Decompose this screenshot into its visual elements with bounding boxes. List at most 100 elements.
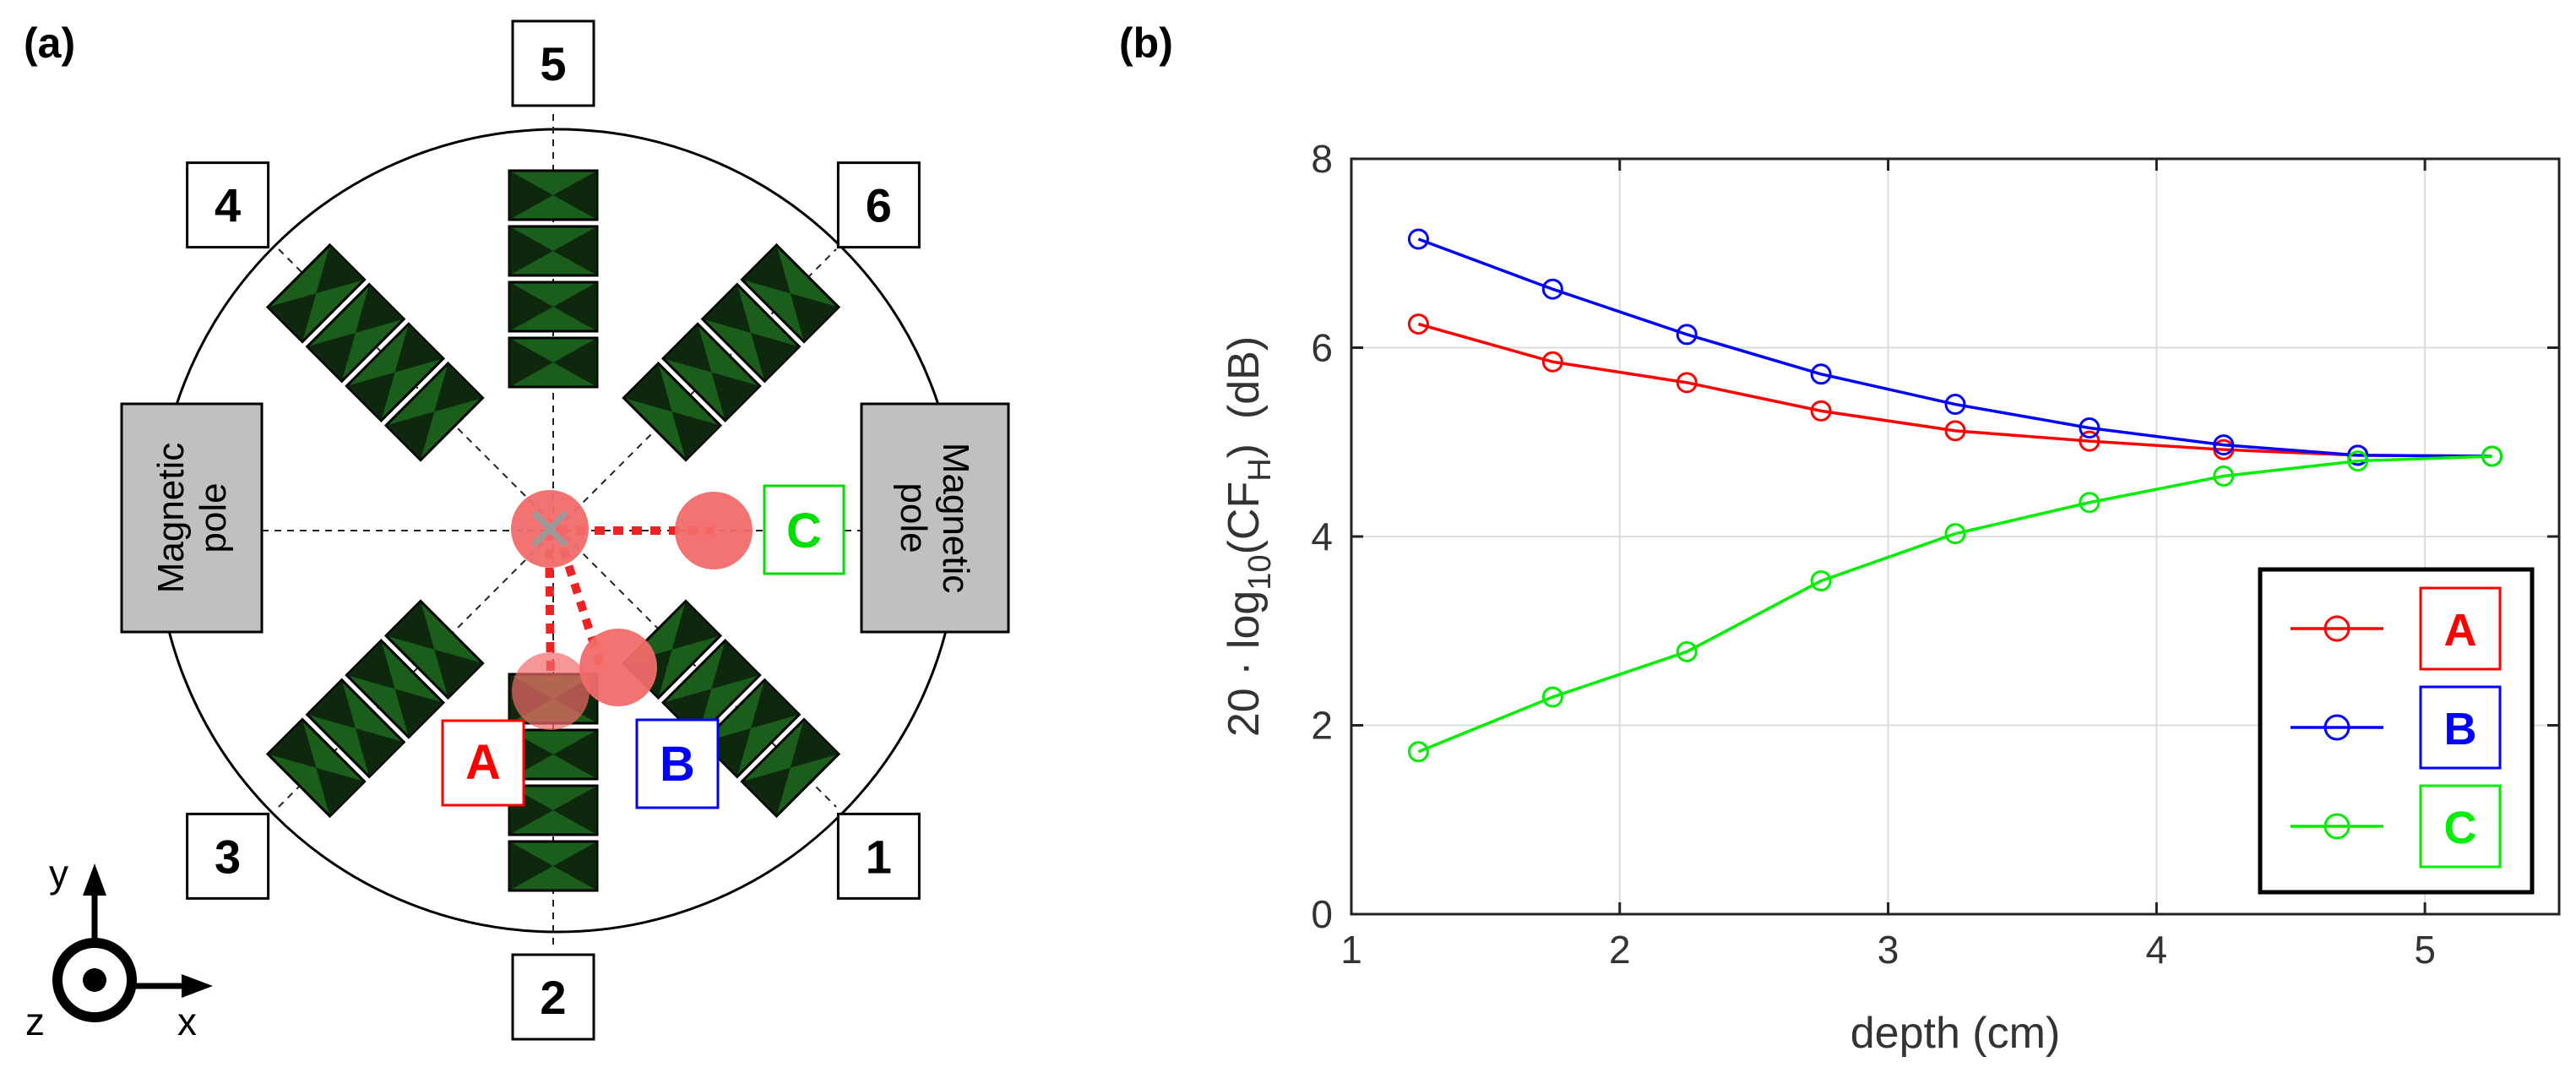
data-point-A <box>1541 351 1563 373</box>
series-line-B <box>1417 237 2492 458</box>
pole-right-line2: pole <box>893 482 934 553</box>
coil-label-4: 4 <box>186 161 270 249</box>
coordinate-axes: y x z <box>25 852 213 1043</box>
legend-item-B: B <box>2291 685 2502 770</box>
y-title-suffix: ) (dB) <box>1220 336 1269 458</box>
data-point-A <box>1810 400 1832 422</box>
data-point-C <box>2347 450 2369 472</box>
x-axis-title: depth (cm) <box>1850 1009 2061 1058</box>
legend-label: A <box>2444 605 2477 656</box>
legend-label-box <box>2419 784 2502 869</box>
coil-element <box>383 599 485 700</box>
y-title-mid: (CF <box>1220 482 1269 555</box>
data-point-B <box>1541 278 1563 300</box>
x-tick-label: 1 <box>1340 928 1362 972</box>
magnetic-pole-right: Magnetic pole <box>860 402 1010 634</box>
data-point-B <box>2213 434 2235 456</box>
data-point-B <box>1944 394 1966 416</box>
coil-element <box>660 322 762 423</box>
data-point-C <box>1676 640 1698 662</box>
spot-b <box>579 629 657 706</box>
coil-label-1: 1 <box>836 812 921 900</box>
x-tick-label: 4 <box>2146 928 2168 972</box>
coil-label-5: 5 <box>511 19 595 107</box>
coil-element <box>508 336 599 389</box>
coil-element <box>265 717 367 819</box>
panel-a-label: (a) <box>24 19 75 67</box>
coil-number-text: 2 <box>540 971 566 1024</box>
legend-label-box <box>2419 685 2502 770</box>
coil-number-text: 5 <box>540 37 566 90</box>
marker-a-text: A <box>465 735 501 790</box>
y-axis-label: y <box>49 852 68 896</box>
data-point-C <box>2481 445 2503 467</box>
z-axis-label: z <box>25 999 45 1043</box>
spot-a <box>512 652 590 730</box>
y-tick-label: 0 <box>1311 892 1333 936</box>
coil-number-text: 3 <box>215 830 241 883</box>
coil-element <box>305 678 406 779</box>
y-arrowhead-icon <box>83 863 106 896</box>
data-point-B <box>1810 363 1832 385</box>
data-point-C <box>1944 523 1966 545</box>
coil-label-3: 3 <box>186 812 270 900</box>
coil-label-6: 6 <box>836 161 921 249</box>
series-A <box>1407 313 2503 467</box>
x-tick-label: 5 <box>2414 928 2436 972</box>
coil-element <box>740 242 841 344</box>
coil-element <box>508 840 599 892</box>
coil-array-4 <box>265 242 485 462</box>
center-cross-icon <box>531 510 568 547</box>
series-C <box>1407 445 2503 763</box>
legend-marker <box>2323 714 2350 741</box>
legend-marker <box>2323 615 2350 642</box>
coil-element <box>508 225 599 277</box>
data-point-C <box>1541 686 1563 708</box>
coil-arrays <box>265 169 841 892</box>
coil-array-6 <box>622 242 841 462</box>
pole-left-line2: pole <box>193 482 234 553</box>
data-point-B <box>2079 417 2100 438</box>
y-tick-label: 8 <box>1311 137 1333 181</box>
coil-element <box>508 169 599 221</box>
y-title-sub2: H <box>1242 458 1278 481</box>
coil-array-5 <box>508 169 599 389</box>
legend-label: C <box>2444 803 2477 853</box>
coil-element <box>700 678 802 779</box>
legend-label-box <box>2419 586 2502 671</box>
coil-number-text: 4 <box>215 179 241 232</box>
coil-number-text: 1 <box>866 830 892 883</box>
marker-c-text: C <box>786 504 822 558</box>
data-point-A <box>1944 420 1966 442</box>
y-tick-label: 2 <box>1311 704 1333 748</box>
coil-array-3 <box>265 599 485 819</box>
data-point-B <box>1407 228 1429 250</box>
magnetic-pole-left: Magnetic pole <box>120 402 264 634</box>
y-tick-label: 6 <box>1311 326 1333 370</box>
pole-right-line1: Magnetic <box>935 443 976 594</box>
data-point-B <box>2347 444 2369 466</box>
legend-label: B <box>2444 704 2477 754</box>
marker-c-label: C <box>763 484 845 575</box>
y-title-prefix: 20 · log <box>1220 591 1269 737</box>
data-point-C <box>2213 465 2235 487</box>
coil-element <box>265 242 367 344</box>
data-point-A <box>1676 372 1698 394</box>
coil-number-text: 6 <box>866 179 892 232</box>
series-line-A <box>1417 322 2492 458</box>
x-arrowhead-icon <box>182 974 213 998</box>
data-point-A <box>1407 313 1429 335</box>
pole-left-line1: Magnetic <box>150 443 192 594</box>
legend-marker <box>2323 813 2350 840</box>
coil-element <box>740 717 841 819</box>
legend-item-A: A <box>2291 586 2502 671</box>
data-point-B <box>1676 324 1698 346</box>
marker-b-label: B <box>635 718 720 809</box>
data-point-C <box>2079 492 2100 514</box>
spot-c <box>675 492 753 569</box>
coil-element <box>508 281 599 333</box>
chart-ticks: 1 2 3 4 5 0 2 4 6 8 <box>1311 137 2559 972</box>
y-axis-title: 20 · log10(CFH) (dB) <box>1220 336 1278 737</box>
marker-a-label: A <box>441 719 525 807</box>
